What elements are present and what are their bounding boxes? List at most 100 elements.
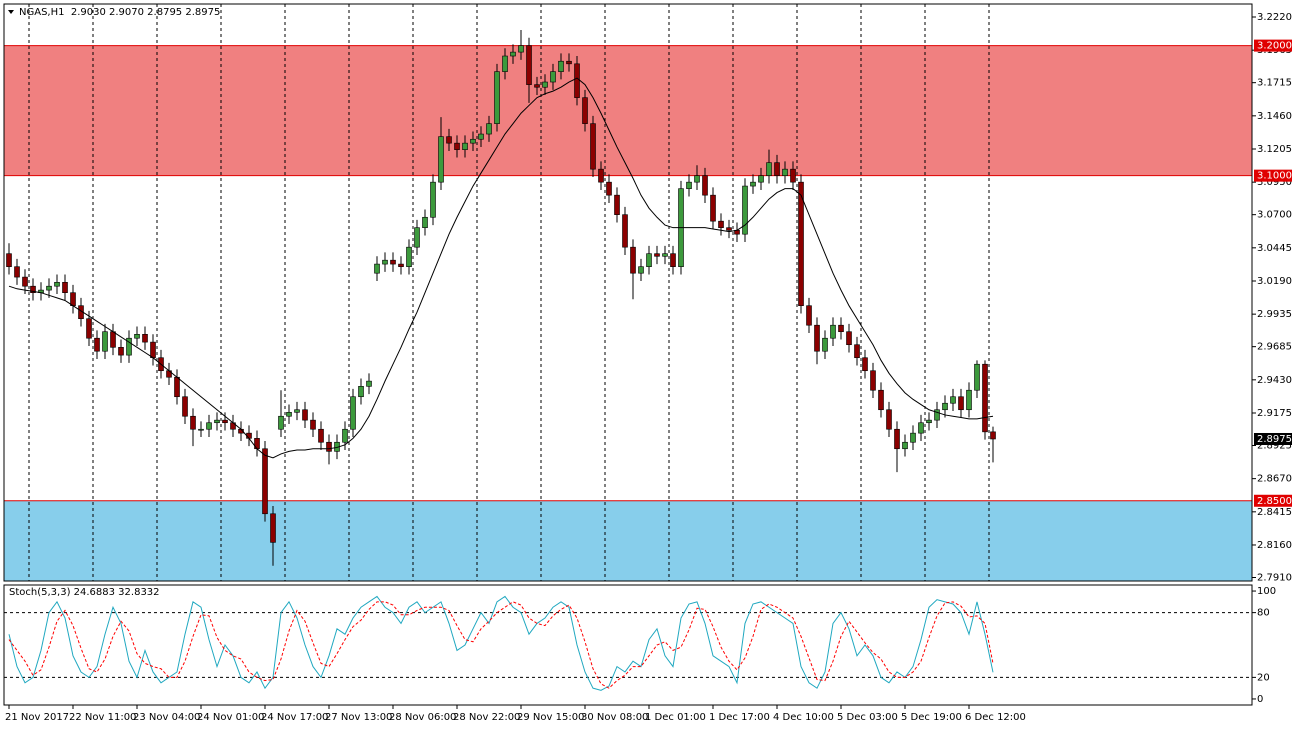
level-label-box xyxy=(1254,39,1292,52)
y-tick-label: 3.1715 xyxy=(1257,78,1292,89)
candle-body xyxy=(270,513,276,543)
x-tick-label: 28 Nov 06:00 xyxy=(389,712,456,723)
candle-body xyxy=(390,259,396,265)
candle-body xyxy=(750,181,756,187)
x-tick-label: 28 Nov 22:00 xyxy=(453,712,520,723)
candle-body xyxy=(46,285,52,291)
x-tick-label: 6 Dec 12:00 xyxy=(965,712,1026,723)
candle-body xyxy=(782,168,788,176)
candle-body xyxy=(102,331,108,352)
level-label-box xyxy=(1254,494,1292,507)
y-tick-label: 3.0950 xyxy=(1257,177,1292,188)
zone xyxy=(4,45,1252,176)
candle-body xyxy=(446,136,452,144)
candle-body xyxy=(606,181,612,196)
candle-body xyxy=(710,194,716,222)
candle-body xyxy=(558,60,564,72)
candle-body xyxy=(318,428,324,443)
candle-body xyxy=(190,415,196,430)
candle-body xyxy=(14,266,20,278)
candle-body xyxy=(222,419,228,424)
candle-body xyxy=(614,194,620,215)
x-tick-label: 5 Dec 19:00 xyxy=(901,712,962,723)
candle-body xyxy=(406,246,412,267)
candle-body xyxy=(918,422,924,434)
candle-body xyxy=(766,162,772,176)
y-tick-label: 100 xyxy=(1257,586,1276,597)
y-tick-label: 2.9430 xyxy=(1257,375,1292,386)
candle-body xyxy=(790,168,796,183)
candle-body xyxy=(70,292,76,306)
candle-body xyxy=(966,389,972,411)
candle-body xyxy=(726,227,732,231)
candle-body xyxy=(134,334,140,339)
candle-body xyxy=(894,428,900,450)
y-tick-label: 2.9935 xyxy=(1257,309,1292,320)
y-tick-label: 2.8415 xyxy=(1257,507,1292,518)
title-arrow xyxy=(8,10,14,14)
x-tick-label: 29 Nov 15:00 xyxy=(517,712,584,723)
candle-body xyxy=(910,432,916,443)
candle-body xyxy=(110,331,116,348)
candle-body xyxy=(454,142,460,150)
y-tick-label: 3.2220 xyxy=(1257,12,1292,23)
candle-body xyxy=(702,175,708,196)
stochastic-line xyxy=(8,601,994,689)
candle-body xyxy=(630,246,636,274)
candle-body xyxy=(646,253,652,267)
candle-body xyxy=(974,363,980,391)
y-tick-label: 2.9175 xyxy=(1257,408,1292,419)
chart-title: NGAS,H1 2.9030 2.9070 2.8795 2.8975 xyxy=(19,7,220,18)
candle-body xyxy=(510,51,516,57)
candle-body xyxy=(86,318,92,339)
candle-body xyxy=(438,136,444,183)
candle-body xyxy=(878,389,884,411)
candle-body xyxy=(294,409,300,413)
level-label: 2.8500 xyxy=(1257,496,1292,507)
moving-average xyxy=(8,77,994,459)
candle-body xyxy=(814,324,820,352)
candle-body xyxy=(542,81,548,88)
candle-body xyxy=(310,419,316,430)
candle-body xyxy=(142,334,148,343)
candle-body xyxy=(982,363,988,433)
candle-body xyxy=(662,253,668,257)
last-price-label: 2.8975 xyxy=(1257,434,1292,445)
candle-body xyxy=(942,402,948,411)
candle-body xyxy=(502,55,508,72)
candle-body xyxy=(374,263,380,274)
y-tick-label: 3.1205 xyxy=(1257,144,1292,155)
y-tick-label: 20 xyxy=(1257,672,1270,683)
y-tick-label: 3.0445 xyxy=(1257,243,1292,254)
candle-body xyxy=(718,220,724,228)
stochastic-line xyxy=(8,595,994,691)
candle-body xyxy=(198,428,204,431)
last-price-box xyxy=(1254,432,1292,445)
y-tick-label: 3.0700 xyxy=(1257,210,1292,221)
candle-body xyxy=(94,337,100,352)
candle-body xyxy=(958,396,964,411)
candle-body xyxy=(174,376,180,398)
candle-body xyxy=(118,347,124,356)
candle-body xyxy=(590,123,596,170)
candle-body xyxy=(286,412,292,417)
candle-body xyxy=(22,276,28,287)
y-tick-label: 3.1460 xyxy=(1257,111,1292,122)
candle-body xyxy=(990,431,996,440)
panel-frame xyxy=(3,584,1253,706)
level-label: 3.2000 xyxy=(1257,41,1292,52)
x-tick-label: 1 Dec 01:00 xyxy=(645,712,706,723)
candle-body xyxy=(598,168,604,183)
y-tick-label: 2.7910 xyxy=(1257,572,1292,583)
candle-body xyxy=(302,409,308,421)
candle-body xyxy=(582,97,588,124)
candle-body xyxy=(694,175,700,183)
candle-body xyxy=(934,409,940,421)
candle-body xyxy=(806,305,812,326)
x-tick-label: 4 Dec 10:00 xyxy=(773,712,834,723)
x-tick-label: 23 Nov 04:00 xyxy=(133,712,200,723)
candle-body xyxy=(574,63,580,98)
candle-body xyxy=(534,84,540,88)
candle-body xyxy=(822,337,828,352)
candle-body xyxy=(902,441,908,450)
